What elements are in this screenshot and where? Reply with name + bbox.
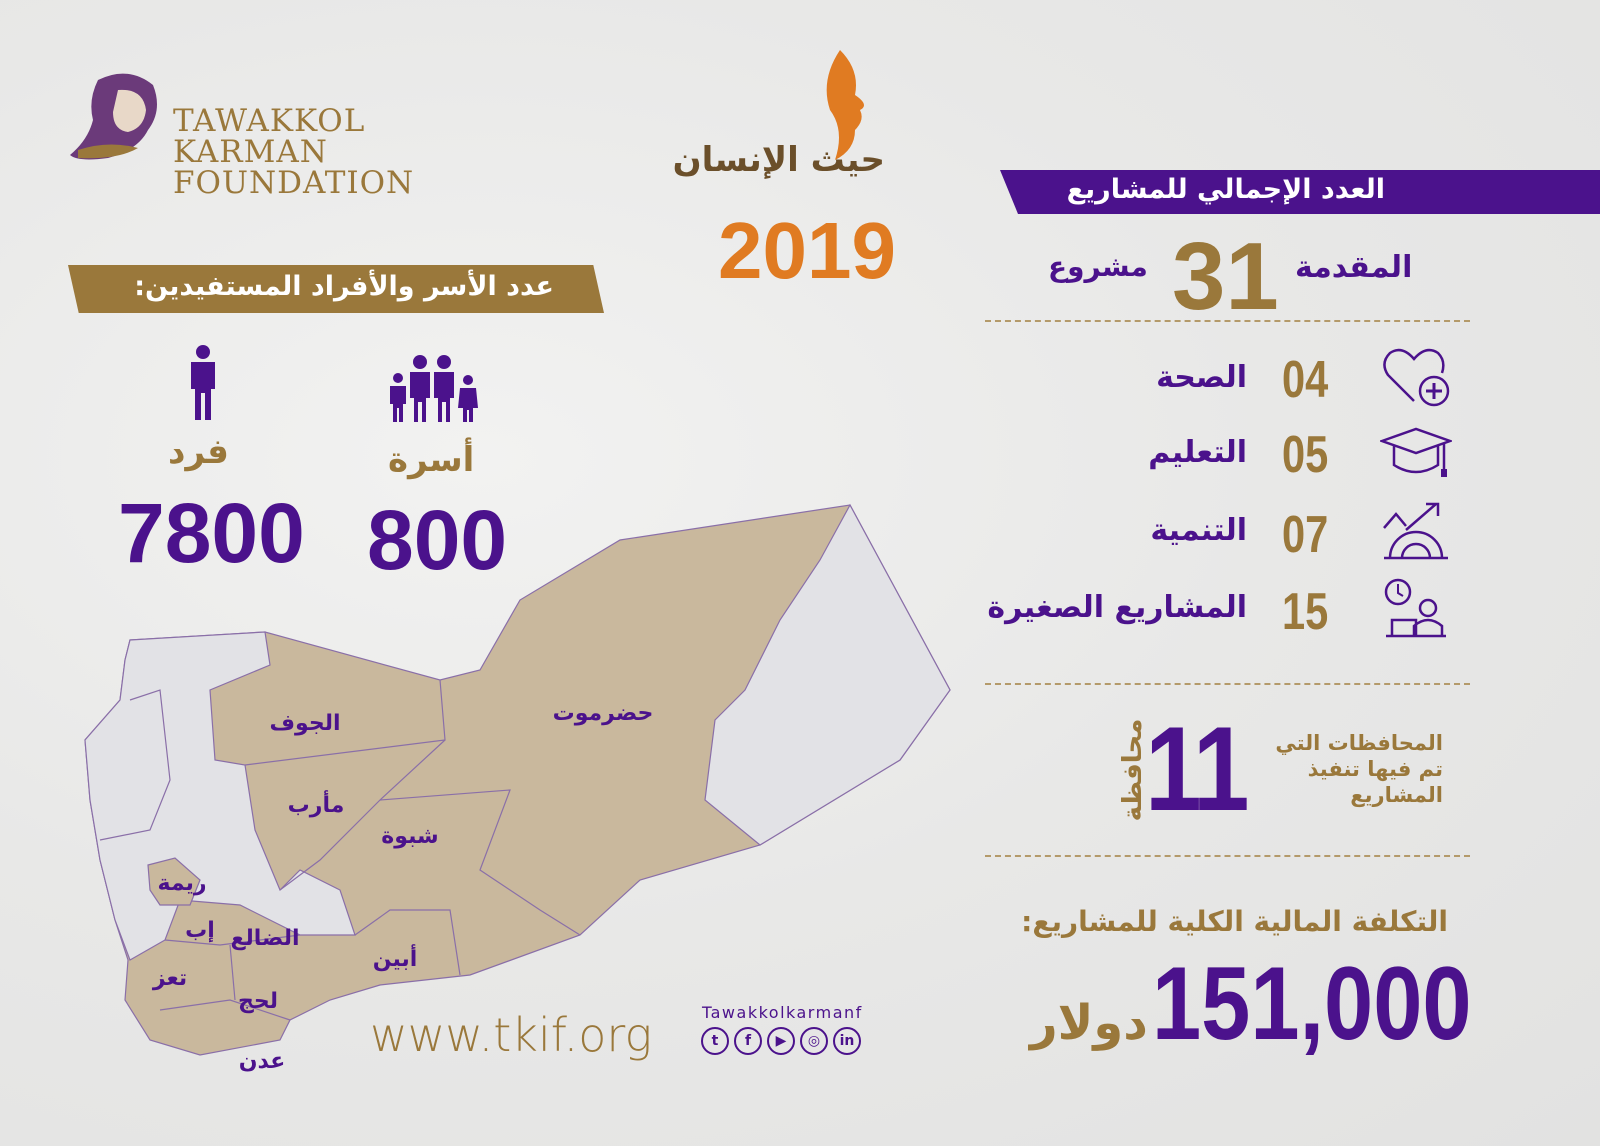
foundation-logo: TAWAKKOL KARMAN FOUNDATION (68, 70, 438, 205)
governorates-unit: محافظة (1118, 718, 1148, 822)
projects-banner: العدد الإجمالي للمشاريع (1000, 170, 1600, 214)
family-icon (390, 355, 478, 422)
map-region-raymah (147, 857, 201, 906)
map-label: الجوف (269, 711, 340, 736)
divider (985, 320, 1470, 322)
map-border (159, 999, 291, 1021)
divider (985, 855, 1470, 857)
map-border (379, 789, 581, 936)
governorates-text-line: المحافظات التي (1275, 731, 1443, 755)
yemen-map: الجوف حضرموت مأرب شبوة ريمة الضالع إب أب… (84, 503, 951, 1074)
map-border (164, 934, 301, 946)
youtube-icon[interactable]: ▶ (767, 1027, 795, 1055)
campaign-year: 2019 (718, 206, 896, 295)
category-count: 15 (1282, 583, 1329, 641)
face-profile-icon (826, 50, 864, 160)
woman-portrait-logo-icon (70, 73, 157, 160)
map-label: لحج (238, 989, 278, 1014)
map-border (229, 944, 236, 1001)
families-count: 800 (367, 493, 508, 587)
total-prefix: المقدمة (1295, 250, 1413, 285)
cost-currency: دولار (1030, 995, 1148, 1051)
growth-gear-icon (1383, 502, 1448, 560)
social-handle: Tawakkolkarmanf (702, 1003, 863, 1022)
total-projects: 31 (1172, 223, 1279, 330)
beneficiaries-banner: عدد الأسر والأفراد المستفيدين: (68, 265, 604, 313)
map-label: حضرموت (553, 701, 654, 726)
clock-worker-icon (1384, 578, 1446, 638)
governorates-count: 11 (1145, 702, 1249, 836)
twitter-icon[interactable]: t (701, 1027, 729, 1055)
map-label: أبين (373, 943, 418, 972)
logo-line: TAWAKKOL (173, 103, 366, 139)
map-border (279, 739, 446, 891)
individuals-label: فرد (168, 432, 229, 472)
map-label: عدن (239, 1049, 286, 1074)
heart-plus-icon (1383, 348, 1450, 407)
map-region-mahra (704, 503, 951, 846)
logo-line: KARMAN (173, 134, 328, 170)
divider (985, 683, 1470, 685)
cost-value: 151,000 (1152, 946, 1472, 1062)
governorates-text: المحافظات التي تم فيها تنفيذ المشاريع (1275, 730, 1443, 808)
logo-line: FOUNDATION (173, 165, 415, 201)
category-count: 05 (1282, 426, 1329, 484)
map-label: الضالع (230, 926, 299, 951)
governorates-text-line: تم فيها تنفيذ (1307, 757, 1443, 781)
category-count: 04 (1282, 351, 1329, 409)
projects-banner-title: العدد الإجمالي للمشاريع (1066, 174, 1385, 205)
category-count: 07 (1282, 506, 1329, 564)
facebook-icon[interactable]: f (734, 1027, 762, 1055)
category-label: التنمية (1150, 513, 1247, 548)
graduation-cap-icon (1380, 427, 1452, 477)
category-label: الصحة (1156, 360, 1247, 395)
map-label: ريمة (157, 871, 206, 896)
map-label: إب (185, 918, 215, 943)
governorates-text-line: المشاريع (1350, 783, 1443, 807)
category-label: التعليم (1148, 435, 1247, 470)
map-border (354, 909, 461, 976)
linkedin-icon[interactable]: in (833, 1027, 861, 1055)
map-label: شبوة (381, 824, 438, 849)
cost-label: التكلفة المالية الكلية للمشاريع: (1021, 905, 1448, 938)
map-label: مأرب (288, 789, 345, 818)
total-suffix: مشروع (1048, 250, 1148, 283)
social-links: t f ▶ ◎ in (701, 1027, 866, 1055)
individuals-count: 7800 (118, 486, 305, 580)
category-label: المشاريع الصغيرة (987, 590, 1247, 625)
website-link[interactable]: www.tkif.org (370, 1008, 653, 1062)
beneficiaries-banner-title: عدد الأسر والأفراد المستفيدين: (134, 271, 554, 302)
person-icon (191, 345, 215, 420)
campaign-logo-text: حيث الإنسان (672, 140, 885, 180)
map-border (99, 689, 171, 841)
campaign-logo: حيث الإنسان (673, 50, 890, 200)
instagram-icon[interactable]: ◎ (800, 1027, 828, 1055)
map-label: تعز (152, 966, 187, 991)
families-label: أسرة (388, 440, 475, 480)
